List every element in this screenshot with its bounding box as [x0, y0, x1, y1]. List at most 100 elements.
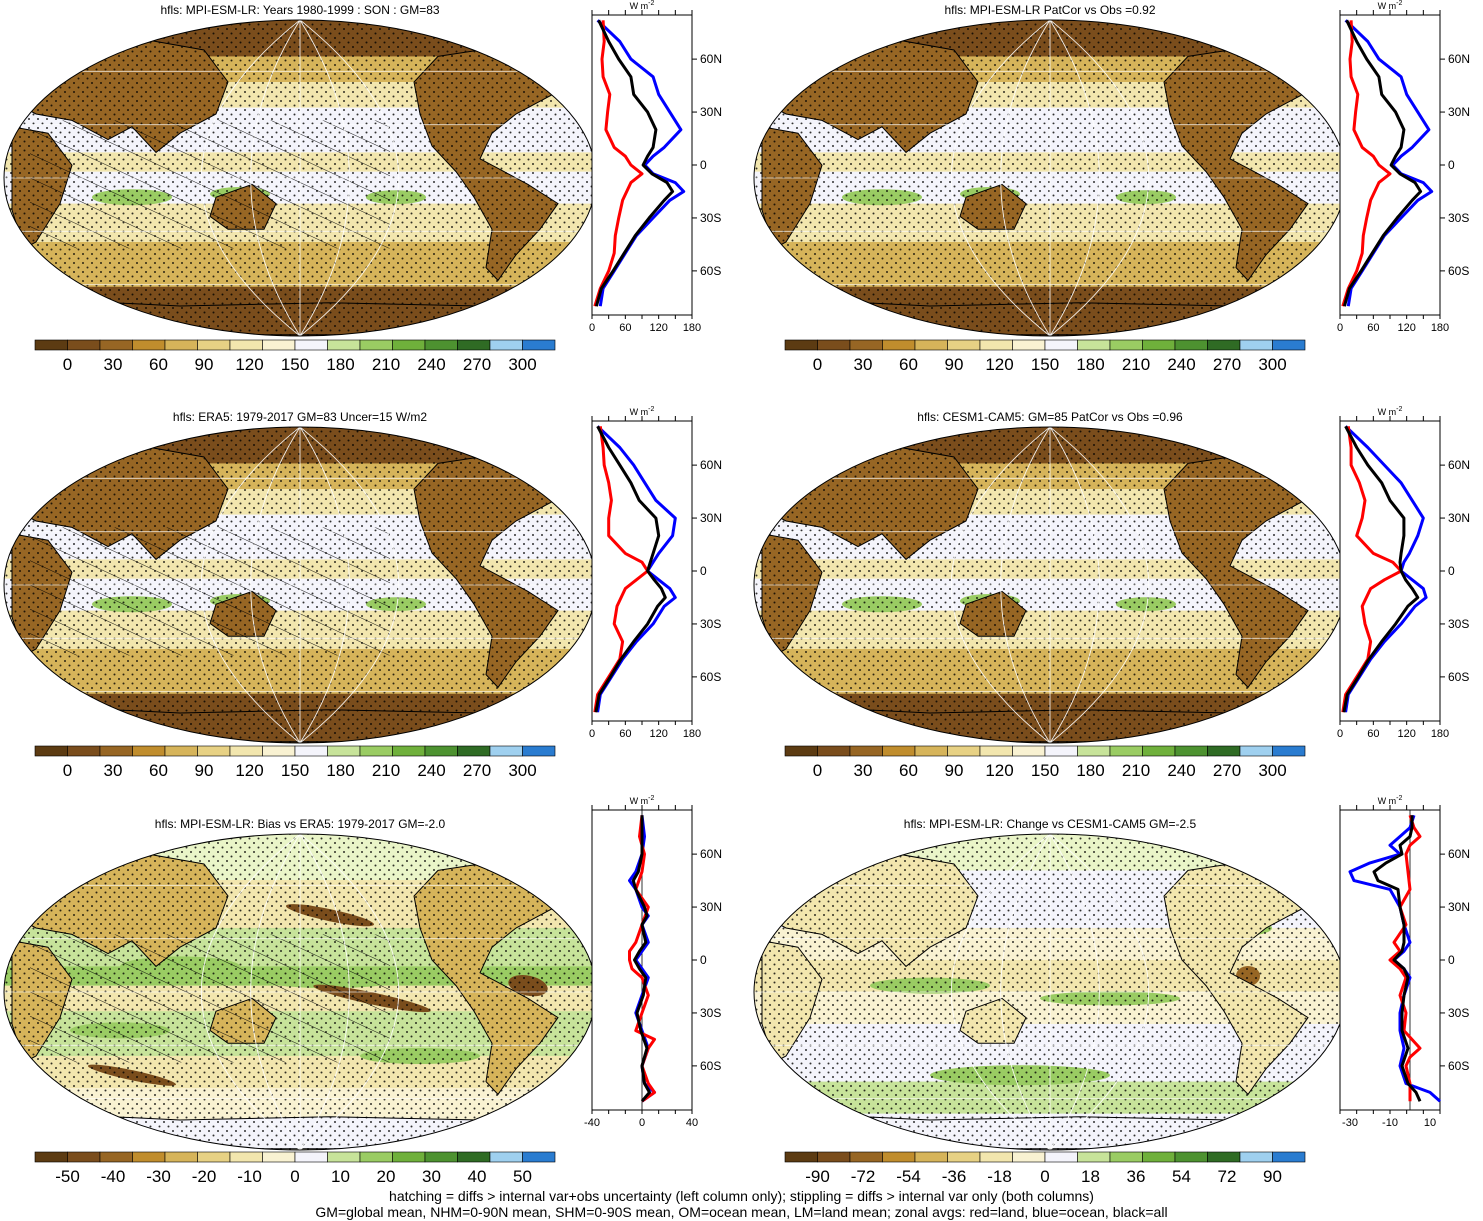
colorbar: -90 -72 -54 -36 -18 0 18 36 54 72 90	[784, 1151, 1306, 1186]
colorbar-swatch	[1142, 1151, 1176, 1163]
zonal-x-label: 120	[1397, 728, 1415, 740]
colorbar-label: 240	[417, 761, 445, 780]
lat-label: 60N	[700, 458, 722, 472]
colorbar-swatch	[1109, 745, 1143, 757]
colorbar: -50 -40 -30 -20 -10 0 10 20 30 40 50	[34, 1151, 556, 1186]
colorbar-swatch	[1109, 1151, 1143, 1163]
lat-label: 30N	[1448, 900, 1470, 914]
colorbar-swatch	[882, 339, 916, 351]
colorbar-swatch	[457, 1151, 491, 1163]
zonal-x-label: 0	[589, 322, 595, 334]
colorbar-swatch	[1012, 745, 1046, 757]
graticule-meridian	[1000, 20, 1051, 336]
zonal-x-label: 180	[1431, 322, 1449, 334]
lat-label: 30S	[700, 1006, 721, 1020]
colorbar-swatch	[229, 1151, 263, 1163]
colorbar-swatch	[784, 745, 818, 757]
world-map	[3, 19, 597, 337]
colorbar-swatch	[1207, 745, 1241, 757]
colorbar-label: 30	[422, 1167, 441, 1186]
colorbar-swatch	[424, 1151, 458, 1163]
graticule-meridian	[1000, 427, 1051, 743]
hatching-overlay	[30, 120, 390, 249]
colorbar-label: 90	[945, 355, 964, 374]
hatching-overlay	[30, 527, 390, 656]
colorbar-label: 300	[508, 355, 536, 374]
colorbar-swatch	[67, 339, 101, 351]
zonal-profile: W m-2 60N 30N 0 30S 60S 0 60 120 180	[1337, 0, 1470, 334]
lat-label: 30S	[1448, 1006, 1469, 1020]
graticule-meridian	[1049, 427, 1150, 743]
colorbar-label: 150	[1031, 761, 1059, 780]
colorbar-swatch	[132, 339, 166, 351]
zonal-series-all	[1372, 815, 1422, 1102]
lat-label: 0	[700, 158, 707, 172]
colorbar-label: -20	[192, 1167, 217, 1186]
unit-exponent: -2	[1396, 795, 1402, 802]
zonal-profile: W m-2 60N 30N 0 30S 60S 0 60 120 180	[1337, 406, 1470, 740]
colorbar-label: 270	[463, 355, 491, 374]
colorbar-label: 60	[899, 761, 918, 780]
colorbar-label: 210	[372, 761, 400, 780]
colorbar-swatch	[424, 339, 458, 351]
graticule-meridian	[250, 427, 301, 743]
world-map	[753, 426, 1347, 744]
colorbar-swatch	[784, 339, 818, 351]
lat-label: 0	[1448, 564, 1455, 578]
colorbar-swatch	[294, 339, 328, 351]
colorbar-label: 90	[195, 355, 214, 374]
zonal-profile: W m-2 60N 30N 0 30S 60S -40 0 40	[584, 795, 722, 1129]
zonal-x-label: 180	[683, 322, 701, 334]
zonal-profile: W m-2 60N 30N 0 30S 60S 0 60 120 180	[589, 0, 722, 334]
colorbar-label: -18	[987, 1167, 1012, 1186]
lat-label: 30N	[700, 900, 722, 914]
colorbar-swatch	[1077, 745, 1111, 757]
graticule-meridian	[1049, 20, 1150, 336]
map-title: hfls: MPI-ESM-LR: Bias vs ERA5: 1979-201…	[154, 817, 446, 831]
unit-exponent: -2	[648, 0, 654, 7]
colorbar-swatch	[229, 339, 263, 351]
unit-label: W m-2	[630, 0, 655, 11]
colorbar-swatch	[1142, 339, 1176, 351]
zonal-x-label: -40	[584, 1117, 600, 1129]
colorbar-label: 270	[1213, 355, 1241, 374]
colorbar-swatch	[229, 745, 263, 757]
colorbar-swatch	[1012, 1151, 1046, 1163]
colorbar-swatch	[1239, 339, 1273, 351]
zonal-series-land	[1341, 20, 1392, 307]
colorbar-label: 240	[1167, 761, 1195, 780]
colorbar-swatch	[817, 1151, 851, 1163]
colorbar-swatch	[489, 339, 523, 351]
zonal-x-label: 180	[683, 728, 701, 740]
zonal-series-all	[594, 19, 675, 307]
colorbar-swatch	[947, 745, 981, 757]
unit-exponent: -2	[648, 406, 654, 413]
zonal-x-label: 40	[686, 1117, 698, 1129]
colorbar-swatch	[294, 745, 328, 757]
colorbar-swatch	[979, 1151, 1013, 1163]
colorbar-label: 50	[513, 1167, 532, 1186]
lat-label: 0	[700, 564, 707, 578]
colorbar-swatch	[817, 339, 851, 351]
colorbar-label: 180	[1076, 761, 1104, 780]
colorbar-label: 0	[63, 761, 72, 780]
colorbar-label: 0	[290, 1167, 299, 1186]
colorbar-label: -40	[101, 1167, 126, 1186]
lat-label: 30S	[700, 617, 721, 631]
colorbar-swatch	[359, 1151, 393, 1163]
colorbar-label: 0	[813, 761, 822, 780]
colorbar-swatch	[1174, 339, 1208, 351]
lat-label: 30S	[700, 211, 721, 225]
lat-label: 60N	[700, 52, 722, 66]
zonal-series-land	[1388, 814, 1422, 1102]
world-map	[753, 19, 1347, 337]
colorbar-label: 300	[508, 761, 536, 780]
lat-label: 60N	[1448, 847, 1470, 861]
colorbar-swatch	[34, 1151, 68, 1163]
colorbar-label: 0	[63, 355, 72, 374]
unit-label: W m-2	[630, 406, 655, 417]
colorbar-swatch	[99, 339, 133, 351]
colorbar-swatch	[817, 745, 851, 757]
graticule-meridian	[299, 427, 400, 743]
colorbar-label: 120	[235, 761, 263, 780]
